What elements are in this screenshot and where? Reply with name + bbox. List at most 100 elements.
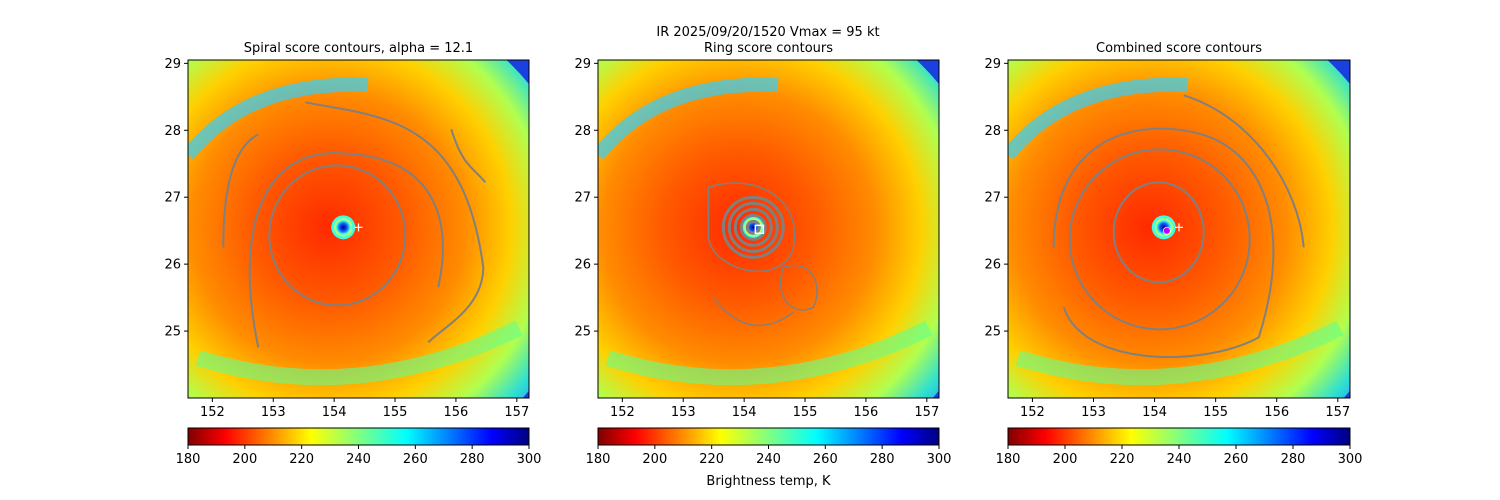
colorbar-tick-label: 180 <box>586 452 611 467</box>
y-tick-label: 29 <box>164 57 181 72</box>
x-tick-label: 155 <box>793 405 818 420</box>
ring-contour <box>745 219 761 235</box>
x-tick-label: 153 <box>261 405 286 420</box>
storm-eye <box>1154 218 1173 237</box>
axes-frame <box>597 59 940 399</box>
panel-title: Ring score contours <box>704 41 833 56</box>
x-tick-label: 152 <box>610 405 635 420</box>
colorbar-tick-label: 240 <box>756 452 781 467</box>
colorbar-tick-label: 220 <box>1110 452 1135 467</box>
colorbar-tick-label: 260 <box>1224 452 1249 467</box>
rain-band <box>1015 320 1344 386</box>
panel-1: Spiral score contours, alpha = 12.1 152 15… <box>164 41 542 467</box>
y-tick-label: 29 <box>574 57 591 72</box>
colorbar-tick-label: 200 <box>232 452 257 467</box>
x-tick-label: 153 <box>671 405 696 420</box>
score-contour <box>1052 127 1275 358</box>
combined-center-marker <box>1162 226 1171 235</box>
colorbar-gradient <box>1007 427 1351 446</box>
brightness-field <box>1008 60 1350 398</box>
score-contour <box>1112 181 1205 284</box>
x-tick-label: 157 <box>1325 405 1350 420</box>
colorbar-tick-label: 180 <box>176 452 201 467</box>
x-tick-label: 154 <box>1142 405 1167 420</box>
colorbar-tick-label: 200 <box>1053 452 1078 467</box>
rain-band <box>188 77 369 160</box>
x-tick-label: 152 <box>200 405 225 420</box>
score-contour <box>305 101 485 344</box>
colorbar-tick-label: 280 <box>460 452 485 467</box>
colorbar: 180 200 220 240 260 280 300 <box>176 427 542 467</box>
axes-frame <box>1007 59 1351 399</box>
x-tick-label: 153 <box>1081 405 1106 420</box>
colorbar-tick-label: 300 <box>927 452 952 467</box>
first-guess-marker <box>354 223 363 232</box>
colorbar-gradient <box>597 427 940 446</box>
panel-2: Ring score contours 152 153 154 155 156 157 25 2… <box>574 41 952 489</box>
y-tick-label: 27 <box>574 191 591 206</box>
score-contour <box>1183 94 1305 248</box>
ring-contour <box>733 207 773 247</box>
ring-contour <box>721 195 785 259</box>
ring-contour <box>707 182 796 272</box>
storm-eye <box>334 218 353 237</box>
y-tick-label: 25 <box>164 325 181 340</box>
figure-suptitle: IR 2025/09/20/1520 Vmax = 95 kt <box>656 25 879 40</box>
ring-contour <box>779 264 818 311</box>
colorbar-tick-label: 300 <box>1338 452 1363 467</box>
panel-3: Combined score contours 152 153 154 155 156 15… <box>984 41 1363 467</box>
rain-band <box>1008 77 1189 160</box>
storm-cloud-shield <box>598 60 939 398</box>
x-tick-label: 154 <box>322 405 347 420</box>
x-tick-label: 157 <box>504 405 529 420</box>
y-tick-label: 26 <box>984 258 1001 273</box>
y-tick-label: 28 <box>164 124 181 139</box>
x-tick-label: 152 <box>1020 405 1045 420</box>
colorbar-tick-label: 180 <box>996 452 1021 467</box>
y-tick-label: 25 <box>984 325 1001 340</box>
x-tick-label: 154 <box>732 405 757 420</box>
rain-band <box>605 320 933 386</box>
score-contour <box>222 133 259 248</box>
brightness-field <box>188 60 529 398</box>
colorbar-tick-label: 220 <box>699 452 724 467</box>
y-tick-label: 28 <box>984 124 1001 139</box>
panel-title: Combined score contours <box>1096 41 1262 56</box>
colorbar-tick-label: 260 <box>403 452 428 467</box>
axes-frame <box>187 59 530 399</box>
y-tick-label: 27 <box>164 191 181 206</box>
x-tick-label: 156 <box>444 405 469 420</box>
colorbar-tick-label: 240 <box>346 452 371 467</box>
y-tick-label: 25 <box>574 325 591 340</box>
x-tick-label: 156 <box>1264 405 1289 420</box>
rain-band <box>598 77 779 160</box>
score-contour <box>450 129 487 183</box>
colorbar: 180 200 220 240 260 280 300 Brightness temp, K <box>586 427 952 489</box>
first-guess-marker <box>1175 223 1183 232</box>
y-tick-label: 29 <box>984 57 1001 72</box>
y-tick-label: 26 <box>574 258 591 273</box>
colorbar-tick-label: 280 <box>1281 452 1306 467</box>
colorbar-tick-label: 220 <box>289 452 314 467</box>
x-tick-label: 157 <box>914 405 939 420</box>
colorbar-tick-label: 260 <box>813 452 838 467</box>
ring-contour <box>739 213 767 241</box>
colorbar-label: Brightness temp, K <box>706 474 831 489</box>
x-tick-label: 156 <box>854 405 879 420</box>
score-contour <box>248 152 444 348</box>
colorbar: 180 200 220 240 260 280 300 <box>996 427 1363 467</box>
x-tick-label: 155 <box>1203 405 1228 420</box>
colorbar-tick-label: 300 <box>517 452 542 467</box>
score-contour <box>268 164 407 307</box>
x-tick-label: 155 <box>383 405 408 420</box>
panel-title: Spiral score contours, alpha = 12.1 <box>244 41 473 56</box>
brightness-field <box>598 60 939 398</box>
ring-contour <box>727 201 779 253</box>
y-tick-label: 27 <box>984 191 1001 206</box>
colorbar-tick-label: 240 <box>1167 452 1192 467</box>
colorbar-gradient <box>187 427 530 446</box>
score-contour <box>1068 148 1251 331</box>
y-tick-label: 26 <box>164 258 181 273</box>
y-tick-label: 28 <box>574 124 591 139</box>
